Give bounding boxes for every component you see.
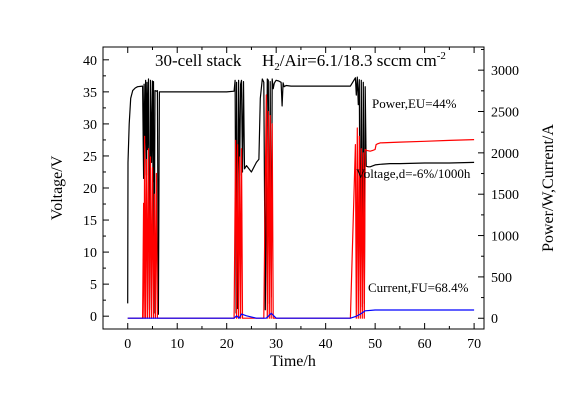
y-left-tick-label: 20 bbox=[83, 182, 97, 197]
y-right-tick-label: 3000 bbox=[491, 64, 519, 79]
y-right-tick-label: 0 bbox=[491, 312, 498, 327]
x-tick-label: 0 bbox=[124, 337, 131, 352]
x-tick-label: 70 bbox=[467, 337, 481, 352]
y-left-tick-label: 40 bbox=[83, 54, 97, 69]
y-left-tick-label: 5 bbox=[90, 278, 97, 293]
y-left-tick-label: 10 bbox=[83, 246, 97, 261]
y-left-tick-label: 15 bbox=[83, 214, 97, 229]
y-right-tick-label: 2500 bbox=[491, 106, 519, 121]
subtitle-prefix: H bbox=[262, 51, 274, 70]
y-right-tick-label: 1500 bbox=[491, 188, 519, 203]
voltage-series-line bbox=[127, 76, 475, 315]
x-tick-label: 50 bbox=[368, 337, 382, 352]
chart-marks bbox=[127, 76, 475, 319]
axis-ticks: 0 10 20 30 40 50 60 70 0 5 10 15 20 25 30 35 40 0 500 1000 1… bbox=[83, 47, 519, 352]
annotation-voltage: Voltage,d=-6%/1000h bbox=[356, 166, 471, 181]
y-right-tick-label: 500 bbox=[491, 271, 512, 286]
y-left-tick-label: 25 bbox=[83, 150, 97, 165]
annotation-current: Current,FU=68.4% bbox=[368, 280, 469, 295]
y-left-tick-label: 30 bbox=[83, 118, 97, 133]
chart-title: 30-cell stack bbox=[155, 51, 242, 70]
current-series-line bbox=[127, 309, 475, 319]
y-left-tick-label: 0 bbox=[90, 310, 97, 325]
y-left-tick-label: 35 bbox=[83, 86, 97, 101]
x-tick-label: 30 bbox=[269, 337, 283, 352]
x-tick-label: 40 bbox=[319, 337, 333, 352]
subtitle-middle: /Air=6.1/18.3 sccm cm bbox=[280, 51, 437, 70]
x-tick-label: 20 bbox=[220, 337, 234, 352]
chart-subtitle: H2/Air=6.1/18.3 sccm cm-2 bbox=[262, 50, 446, 73]
x-axis-title: Time/h bbox=[270, 353, 316, 370]
annotation-power: Power,EU=44% bbox=[372, 96, 457, 111]
y-right-tick-label: 1000 bbox=[491, 230, 519, 245]
y-right-tick-label: 2000 bbox=[491, 147, 519, 162]
subtitle-superscript: -2 bbox=[437, 50, 446, 62]
x-tick-label: 60 bbox=[418, 337, 432, 352]
y-axis-right-title: Power/W,Current/A bbox=[540, 124, 557, 252]
y-axis-left-title: Voltage/V bbox=[49, 155, 66, 220]
x-tick-label: 10 bbox=[170, 337, 184, 352]
subtitle-subscript: 2 bbox=[274, 61, 280, 73]
